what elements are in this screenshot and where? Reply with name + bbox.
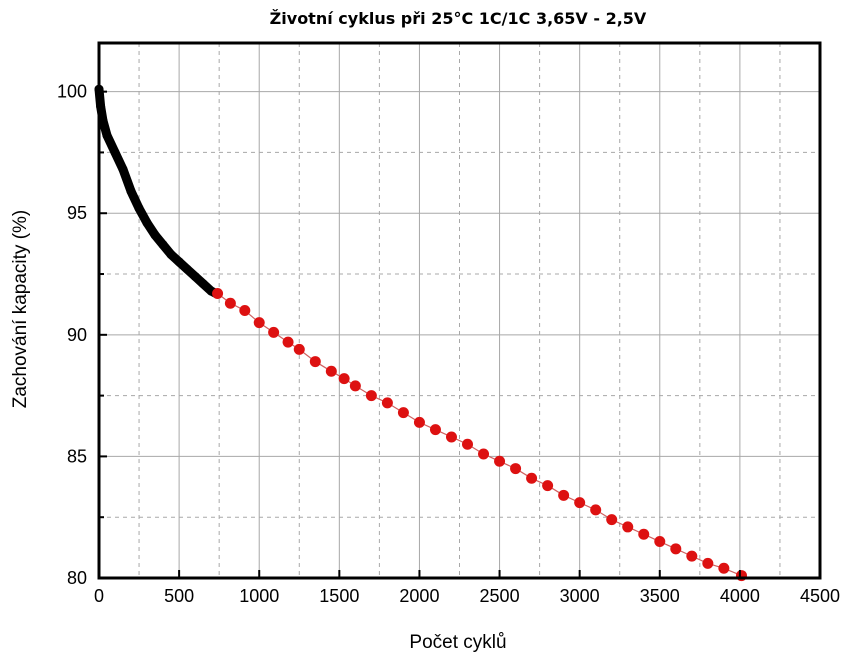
x-tick-label: 0 [94,586,104,606]
data-point-dense [150,230,160,240]
data-point [622,521,634,533]
data-point [590,504,602,516]
data-point-dense [134,203,144,213]
data-point [542,480,554,492]
data-point-dense [110,147,120,157]
data-point [224,297,236,309]
data-point-dense [158,240,168,250]
x-tick-label: 500 [164,586,194,606]
data-point-dense [118,164,128,174]
data-point [349,380,361,392]
data-point [381,397,393,409]
data-point [282,336,294,348]
data-point-dense [142,218,152,228]
x-tick-label: 2000 [399,586,439,606]
data-point [638,528,650,540]
data-point [558,489,570,501]
x-tick-label: 1500 [319,586,359,606]
data-point [325,365,337,377]
x-tick-label: 3000 [560,586,600,606]
series-red-line [217,292,742,577]
data-point [606,514,618,526]
data-point [309,356,321,368]
data-point [462,438,474,450]
data-point-dense [166,250,176,260]
data-point [574,497,586,509]
y-tick-label: 85 [67,446,87,466]
grid [99,43,820,578]
x-tick-label: 1000 [239,586,279,606]
data-point [670,543,682,555]
x-tick-label: 2500 [480,586,520,606]
data-point [702,557,714,569]
x-tick-label: 4500 [800,586,840,606]
x-tick-label: 4000 [720,586,760,606]
x-axis-label: Počet cyklů [409,632,506,653]
x-tick-label: 3500 [640,586,680,606]
data-point [253,317,265,329]
chart-title: Životní cyklus při 25°C 1C/1C 3,65V - 2,… [270,9,647,28]
data-point [526,472,538,484]
plot-data [94,84,747,582]
y-tick-label: 80 [67,568,87,588]
data-point-dense [98,116,108,126]
data-point [429,424,441,436]
data-point [494,455,506,467]
data-point-dense [198,279,208,289]
data-point [413,416,425,428]
data-point-dense [96,101,106,111]
plot-frame [97,41,822,580]
y-tick-label: 100 [57,82,87,102]
data-point [718,562,730,574]
data-point [365,390,377,402]
data-point [293,343,305,355]
data-point [239,305,251,316]
data-point [338,373,350,385]
y-tick-label: 95 [67,203,87,223]
data-point-dense [174,257,184,267]
axis-ticks: 0 500 1000 1500 2000 2500 3000 3500 4000 4500 80 85… [57,82,840,606]
data-point [212,287,224,299]
data-point [478,448,490,460]
data-point-dense [102,130,112,140]
data-point [654,536,666,548]
data-point-dense [126,186,136,196]
y-tick-label: 90 [67,325,87,345]
data-point [686,550,698,562]
data-point [445,431,457,443]
y-axis-label: Zachování kapacity (%) [10,210,31,409]
data-point-dense [182,264,192,274]
data-point [510,463,522,475]
data-point-dense [190,271,200,281]
series-dense-band [94,84,221,298]
data-point [268,326,280,338]
data-point [397,407,409,419]
